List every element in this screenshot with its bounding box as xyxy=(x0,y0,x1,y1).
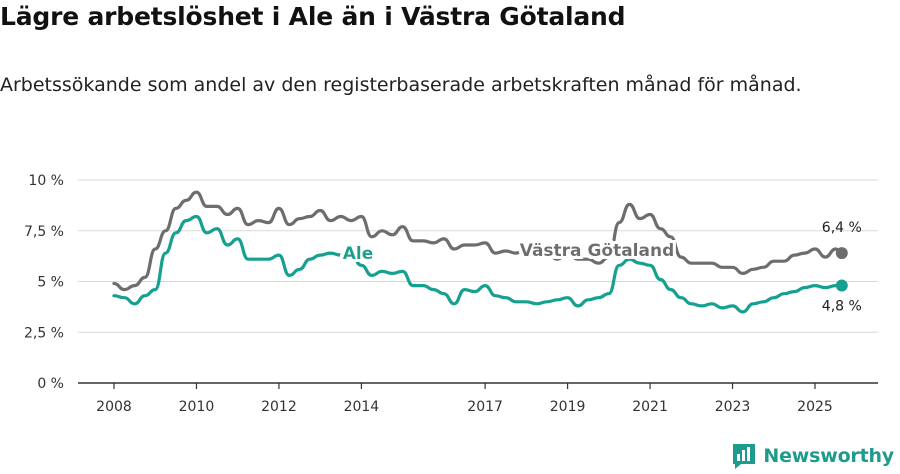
series-line-ale xyxy=(112,214,844,314)
y-tick-label: 7,5 % xyxy=(24,224,64,240)
brand-name: Newsworthy xyxy=(763,445,894,467)
end-value-label: 6,4 % xyxy=(822,220,862,236)
y-tick-label: 5 % xyxy=(37,275,64,291)
x-tick-label: 2023 xyxy=(715,399,751,415)
series-label-ale: Ale xyxy=(343,244,374,264)
x-tick-label: 2021 xyxy=(632,399,668,415)
x-tick-label: 2010 xyxy=(179,399,215,415)
x-tick-label: 2012 xyxy=(261,399,297,415)
chart-subtitle: Arbetssökande som andel av den registerb… xyxy=(0,74,802,96)
y-tick-label: 10 % xyxy=(28,173,64,189)
series-endpoint-0 xyxy=(835,247,848,260)
x-tick-label: 2014 xyxy=(344,399,380,415)
brand-logo[interactable]: Newsworthy xyxy=(731,442,894,470)
line-chart: 0 % 2,5 % 5 % 7,5 % 10 % 2008 2010 2012 2014 2017… xyxy=(24,173,878,415)
x-tick-label: 2008 xyxy=(96,399,132,415)
series-label-vastra-gotaland: Västra Götaland xyxy=(520,241,675,261)
newsworthy-logo-icon xyxy=(733,444,756,469)
x-tick-label: 2017 xyxy=(467,399,503,415)
x-tick-label: 2019 xyxy=(550,399,586,415)
end-value-label: 4,8 % xyxy=(822,299,862,315)
chart-title: Lägre arbetslöshet i Ale än i Västra Göt… xyxy=(0,2,626,31)
x-tick-label: 2025 xyxy=(797,399,833,415)
series-endpoint-1 xyxy=(835,279,848,292)
y-tick-label: 2,5 % xyxy=(24,325,64,341)
series-line-vastra-gotaland xyxy=(112,190,844,292)
y-tick-label: 0 % xyxy=(37,376,64,392)
